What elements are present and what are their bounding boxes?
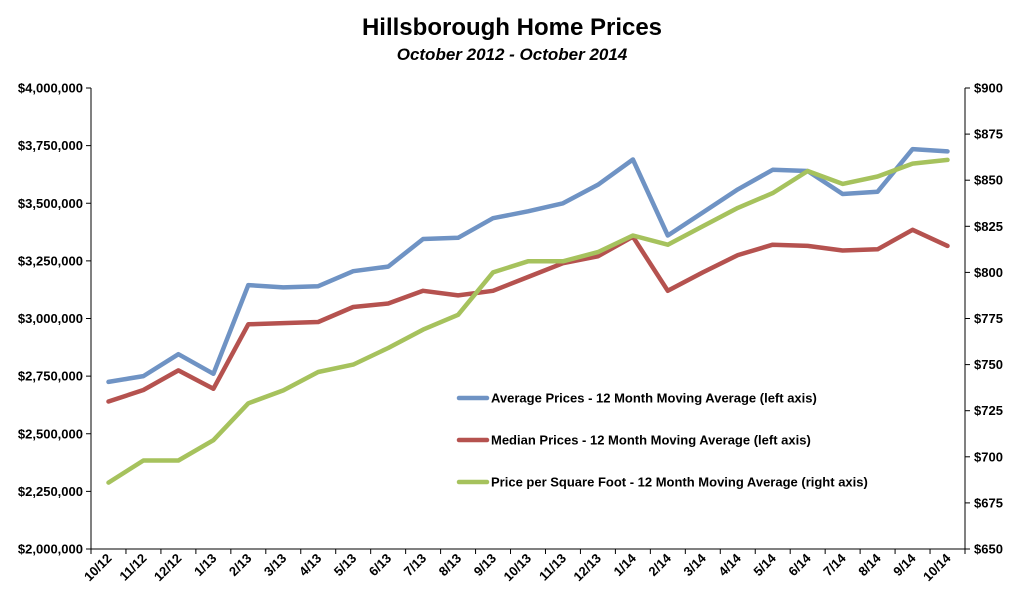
x-tick-label: 9/13 [471,551,500,580]
right-tick-label: $875 [974,127,1003,142]
left-tick-label: $3,750,000 [18,138,83,153]
x-tick-label: 2/13 [226,551,255,580]
left-tick-label: $2,750,000 [18,369,83,384]
left-tick-label: $3,500,000 [18,196,83,211]
x-tick-label: 9/14 [890,550,919,579]
right-tick-label: $825 [974,219,1003,234]
x-tick-label: 6/14 [785,550,814,579]
x-tick-label: 11/12 [116,551,149,584]
left-tick-label: $2,250,000 [18,484,83,499]
legend-label-1: Average Prices - 12 Month Moving Average… [491,391,817,406]
series-line-3 [106,157,950,485]
right-tick-label: $700 [974,449,1003,464]
x-tick-label: 10/12 [81,551,115,585]
left-tick-label: $2,000,000 [18,542,83,557]
x-tick-label: 4/14 [715,550,744,579]
series-line-2 [106,227,950,404]
right-tick-label: $750 [974,357,1003,372]
right-tick-label: $725 [974,403,1003,418]
right-tick-label: $900 [974,81,1003,96]
x-tick-label: 7/14 [820,550,849,579]
legend: Average Prices - 12 Month Moving Average… [456,391,868,490]
legend-label-2: Median Prices - 12 Month Moving Average … [491,433,811,448]
legend-label-3: Price per Square Foot - 12 Month Moving … [491,475,868,490]
right-tick-label: $800 [974,265,1003,280]
left-tick-label: $3,250,000 [18,253,83,268]
left-tick-label: $4,000,000 [18,81,83,96]
left-axis-ticks: $2,000,000 $2,250,000 $2,500,000 $2,750,000… [18,81,91,557]
chart-title: Hillsborough Home Prices [361,14,663,41]
x-tick-label: 3/14 [680,550,709,579]
right-tick-label: $775 [974,311,1003,326]
x-tick-label: 7/13 [401,551,430,580]
chart-subtitle: October 2012 - October 2014 [396,45,628,64]
x-tick-label: 10/14 [920,550,954,584]
x-tick-label: 10/13 [501,551,535,585]
x-tick-label: 5/14 [750,550,779,579]
x-tick-label: 12/12 [151,551,185,585]
x-tick-label: 4/13 [296,551,325,580]
x-tick-label: 8/14 [855,550,884,579]
right-tick-label: $650 [974,542,1003,557]
x-tick-label: 8/13 [436,551,465,580]
right-axis-ticks: $650 $675 $700 $725 $750 $775 $800 $825 $850 $875… [965,81,1003,557]
right-tick-label: $850 [974,173,1003,188]
series-lines [106,146,950,485]
left-tick-label: $3,000,000 [18,311,83,326]
x-tick-label: 1/13 [191,551,220,580]
x-tick-label: 1/14 [610,550,639,579]
right-tick-label: $675 [974,495,1003,510]
x-axis-ticks: 10/12 11/12 12/12 1/13 2/13 3/13 4/13 5/13 6/13 7… [81,549,966,585]
left-tick-label: $2,500,000 [18,426,83,441]
x-tick-label: 5/13 [331,551,360,580]
x-tick-label: 3/13 [261,551,290,580]
x-tick-label: 2/14 [645,550,674,579]
x-tick-label: 12/13 [570,551,604,585]
x-tick-label: 11/13 [536,551,569,584]
x-tick-label: 6/13 [366,551,395,580]
